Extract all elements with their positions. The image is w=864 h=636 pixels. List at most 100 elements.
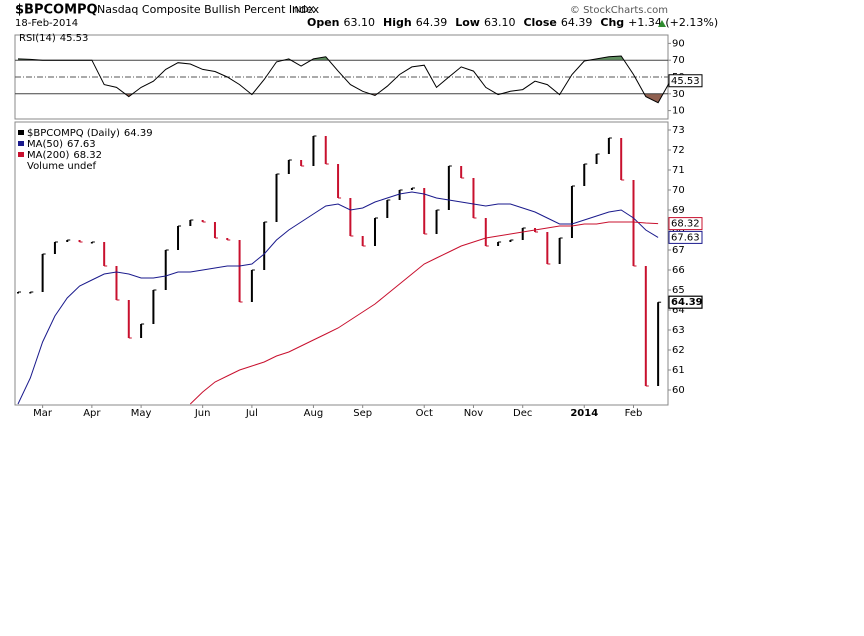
quote-label: Chg bbox=[600, 16, 624, 29]
moving-average bbox=[17, 191, 659, 405]
price-bar bbox=[17, 292, 19, 294]
price-bar bbox=[312, 136, 315, 166]
price-bar bbox=[435, 210, 438, 234]
price-bar bbox=[484, 218, 487, 246]
price-bar bbox=[497, 242, 500, 246]
price-bar bbox=[275, 174, 278, 222]
x-tick-label: 2014 bbox=[570, 408, 598, 419]
panel bbox=[14, 121, 669, 406]
price-bar bbox=[398, 190, 401, 200]
price-bar bbox=[349, 198, 352, 236]
price-bar bbox=[177, 226, 180, 250]
y-tick-label: 69 bbox=[672, 205, 685, 216]
price-bar bbox=[644, 266, 647, 386]
price-bar bbox=[509, 240, 512, 242]
y-tick-label: 60 bbox=[672, 385, 685, 396]
quote-value: 63.10 bbox=[344, 16, 376, 29]
exchange: INDX bbox=[292, 6, 314, 16]
symbol: $BPCOMPQ bbox=[15, 3, 98, 18]
price-bar bbox=[472, 178, 475, 218]
x-tick-label: Aug bbox=[304, 408, 324, 419]
y-tick-label: 90 bbox=[672, 38, 685, 49]
x-tick-label: Jun bbox=[194, 408, 211, 419]
legend-name: MA(200) bbox=[27, 150, 69, 161]
x-tick-label: Dec bbox=[513, 408, 532, 419]
price-bar bbox=[632, 180, 635, 266]
legend-entry: RSI(14) 45.53 bbox=[19, 33, 88, 44]
quote-value: 64.39 bbox=[416, 16, 448, 29]
price-bar bbox=[460, 166, 463, 178]
price-bar bbox=[558, 238, 561, 264]
value-box bbox=[668, 74, 703, 88]
legend-entry: $BPCOMPQ (Daily) 64.39 bbox=[27, 128, 153, 139]
value-box-label: 68.32 bbox=[671, 219, 700, 230]
x-tick-label: Sep bbox=[353, 408, 372, 419]
price-bar bbox=[226, 238, 229, 240]
quote-label: Open bbox=[307, 16, 340, 29]
price-bar bbox=[189, 220, 192, 226]
moving-average bbox=[189, 221, 659, 405]
price-bar bbox=[386, 200, 389, 218]
price-bar bbox=[423, 188, 426, 234]
price-bar bbox=[570, 186, 573, 238]
price-bar bbox=[78, 240, 81, 242]
price-bar bbox=[521, 228, 524, 240]
quote-label: Low bbox=[455, 16, 480, 29]
x-tick-label: Apr bbox=[83, 408, 101, 419]
price-bar bbox=[127, 300, 130, 338]
quote-value: +1.34 (+2.13%) bbox=[628, 16, 718, 29]
legend-swatch bbox=[18, 141, 24, 146]
price-bar bbox=[620, 138, 623, 180]
y-tick-label: 68 bbox=[672, 225, 685, 236]
quote-value: 64.39 bbox=[561, 16, 593, 29]
legend-value: 68.32 bbox=[73, 150, 102, 161]
price-bar bbox=[103, 242, 106, 266]
legend-swatch bbox=[18, 152, 24, 157]
value-box-label: 67.63 bbox=[671, 232, 700, 243]
price-bar bbox=[583, 164, 586, 186]
x-tick-label: Jul bbox=[245, 408, 258, 419]
y-tick-label: 70 bbox=[672, 185, 685, 196]
y-tick-label: 61 bbox=[672, 365, 685, 376]
y-tick-label: 73 bbox=[672, 125, 685, 136]
up-arrow bbox=[658, 20, 666, 27]
value-box bbox=[668, 230, 703, 244]
x-tick-label: May bbox=[131, 408, 152, 419]
price-bar bbox=[410, 188, 413, 190]
price-bar bbox=[90, 242, 93, 244]
x-tick-label: Mar bbox=[33, 408, 53, 419]
value-box bbox=[668, 217, 703, 231]
legend-value: 64.39 bbox=[124, 128, 153, 139]
price-bar bbox=[29, 292, 32, 294]
price-bar bbox=[300, 160, 303, 166]
x-tick-label: Oct bbox=[416, 408, 433, 419]
price-bar bbox=[447, 166, 450, 210]
price-bar bbox=[140, 324, 143, 338]
price-bar bbox=[337, 164, 340, 198]
y-tick-label: 65 bbox=[672, 285, 685, 296]
y-tick-label: 70 bbox=[672, 55, 685, 66]
y-tick-label: 71 bbox=[672, 165, 685, 176]
legend-entry: Volume undef bbox=[27, 161, 97, 172]
price-bar bbox=[607, 138, 610, 154]
price-bar bbox=[66, 240, 69, 242]
legend-name: RSI(14) bbox=[19, 33, 56, 44]
y-tick-label: 72 bbox=[672, 145, 685, 156]
price-bar bbox=[250, 270, 253, 302]
price-bar bbox=[595, 154, 598, 164]
rsi-line bbox=[17, 55, 671, 104]
legend-name: $BPCOMPQ (Daily) bbox=[27, 128, 120, 139]
price-bar bbox=[657, 302, 660, 386]
value-box-label: 45.53 bbox=[671, 76, 700, 87]
price-bar bbox=[152, 290, 155, 324]
y-tick-label: 62 bbox=[672, 345, 685, 356]
price-bar bbox=[361, 236, 364, 246]
price-bar bbox=[238, 240, 241, 302]
y-tick-label: 10 bbox=[672, 106, 685, 117]
y-tick-label: 67 bbox=[672, 245, 685, 256]
y-tick-label: 63 bbox=[672, 325, 685, 336]
price-bar bbox=[263, 222, 266, 270]
value-box bbox=[668, 295, 703, 309]
